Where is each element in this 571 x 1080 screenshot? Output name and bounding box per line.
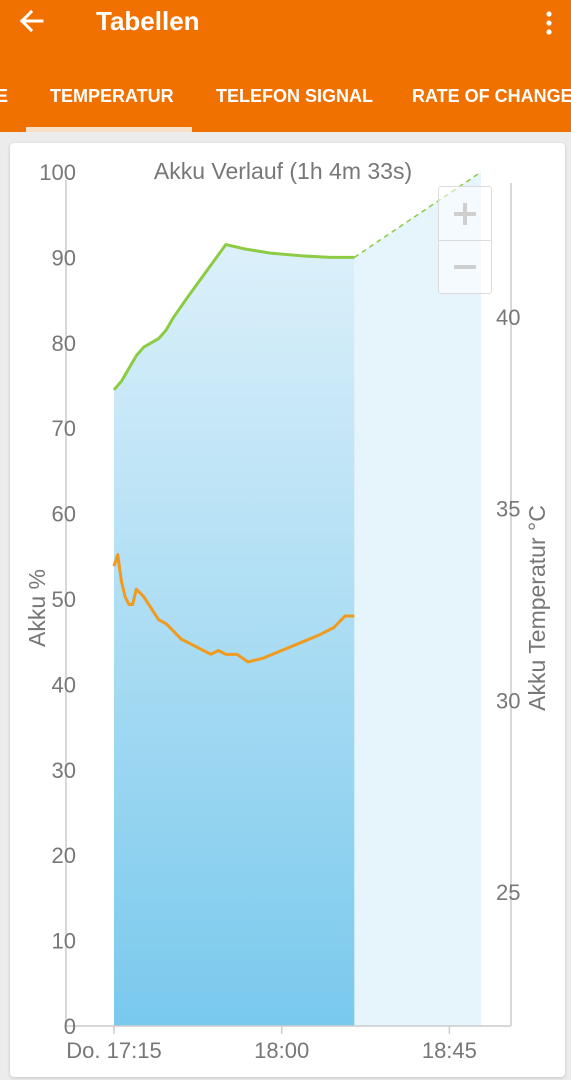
y-tick-label: 30 (52, 758, 76, 783)
y-tick-label: 100 (39, 160, 76, 185)
zoom-out-button[interactable] (439, 241, 491, 294)
page-title: Tabellen (96, 6, 200, 36)
more-vert-icon (546, 11, 552, 35)
y-tick-label: 20 (52, 843, 76, 868)
temperature-line (112, 553, 355, 664)
app-bar: Tabellen E TEMPERATUR TELEFON SIGNAL RAT… (0, 0, 571, 132)
tab-partial[interactable]: E (0, 86, 9, 106)
x-tick-label: Do. 17:15 (66, 1038, 161, 1063)
x-tick-label: 18:00 (254, 1038, 309, 1063)
y-axis-title: Akku % (24, 569, 50, 647)
projection-area (354, 172, 482, 1026)
battery-area (114, 244, 355, 1027)
y-tick-label: 60 (52, 502, 76, 527)
tab-temperatur[interactable]: TEMPERATUR (50, 86, 174, 106)
tab-rate-of-change[interactable]: RATE OF CHANGE (412, 86, 571, 106)
y-tick-label: 70 (52, 416, 76, 441)
tab-telefon-signal[interactable]: TELEFON SIGNAL (216, 86, 373, 106)
y-tick-label: 90 (52, 245, 76, 270)
y2-tick-label: 35 (496, 497, 520, 522)
zoom-in-button[interactable] (439, 187, 491, 241)
y-tick-label: 80 (52, 331, 76, 356)
arrow-left-icon (19, 9, 44, 33)
y2-axis-title: Akku Temperatur °C (524, 505, 550, 711)
y-tick-label: 0 (64, 1014, 76, 1039)
y-tick-label: 10 (52, 929, 76, 954)
overflow-menu-button[interactable] (537, 2, 561, 42)
tab-bar: E TEMPERATUR TELEFON SIGNAL RATE OF CHAN… (0, 60, 571, 132)
x-tick-label: 18:45 (422, 1038, 477, 1063)
battery-line (112, 243, 355, 391)
y-tick-label: 50 (52, 587, 76, 612)
minus-icon (454, 265, 476, 269)
y-tick-label: 40 (52, 672, 76, 697)
chart-title: Akku Verlauf (1h 4m 33s) (154, 158, 412, 184)
plus-icon (454, 203, 476, 225)
tab-selected-indicator (26, 127, 192, 132)
zoom-controls (438, 186, 492, 294)
y2-tick-label: 25 (496, 880, 520, 905)
y2-tick-label: 30 (496, 688, 520, 713)
back-button[interactable] (10, 2, 54, 42)
y2-tick-label: 40 (496, 305, 520, 330)
